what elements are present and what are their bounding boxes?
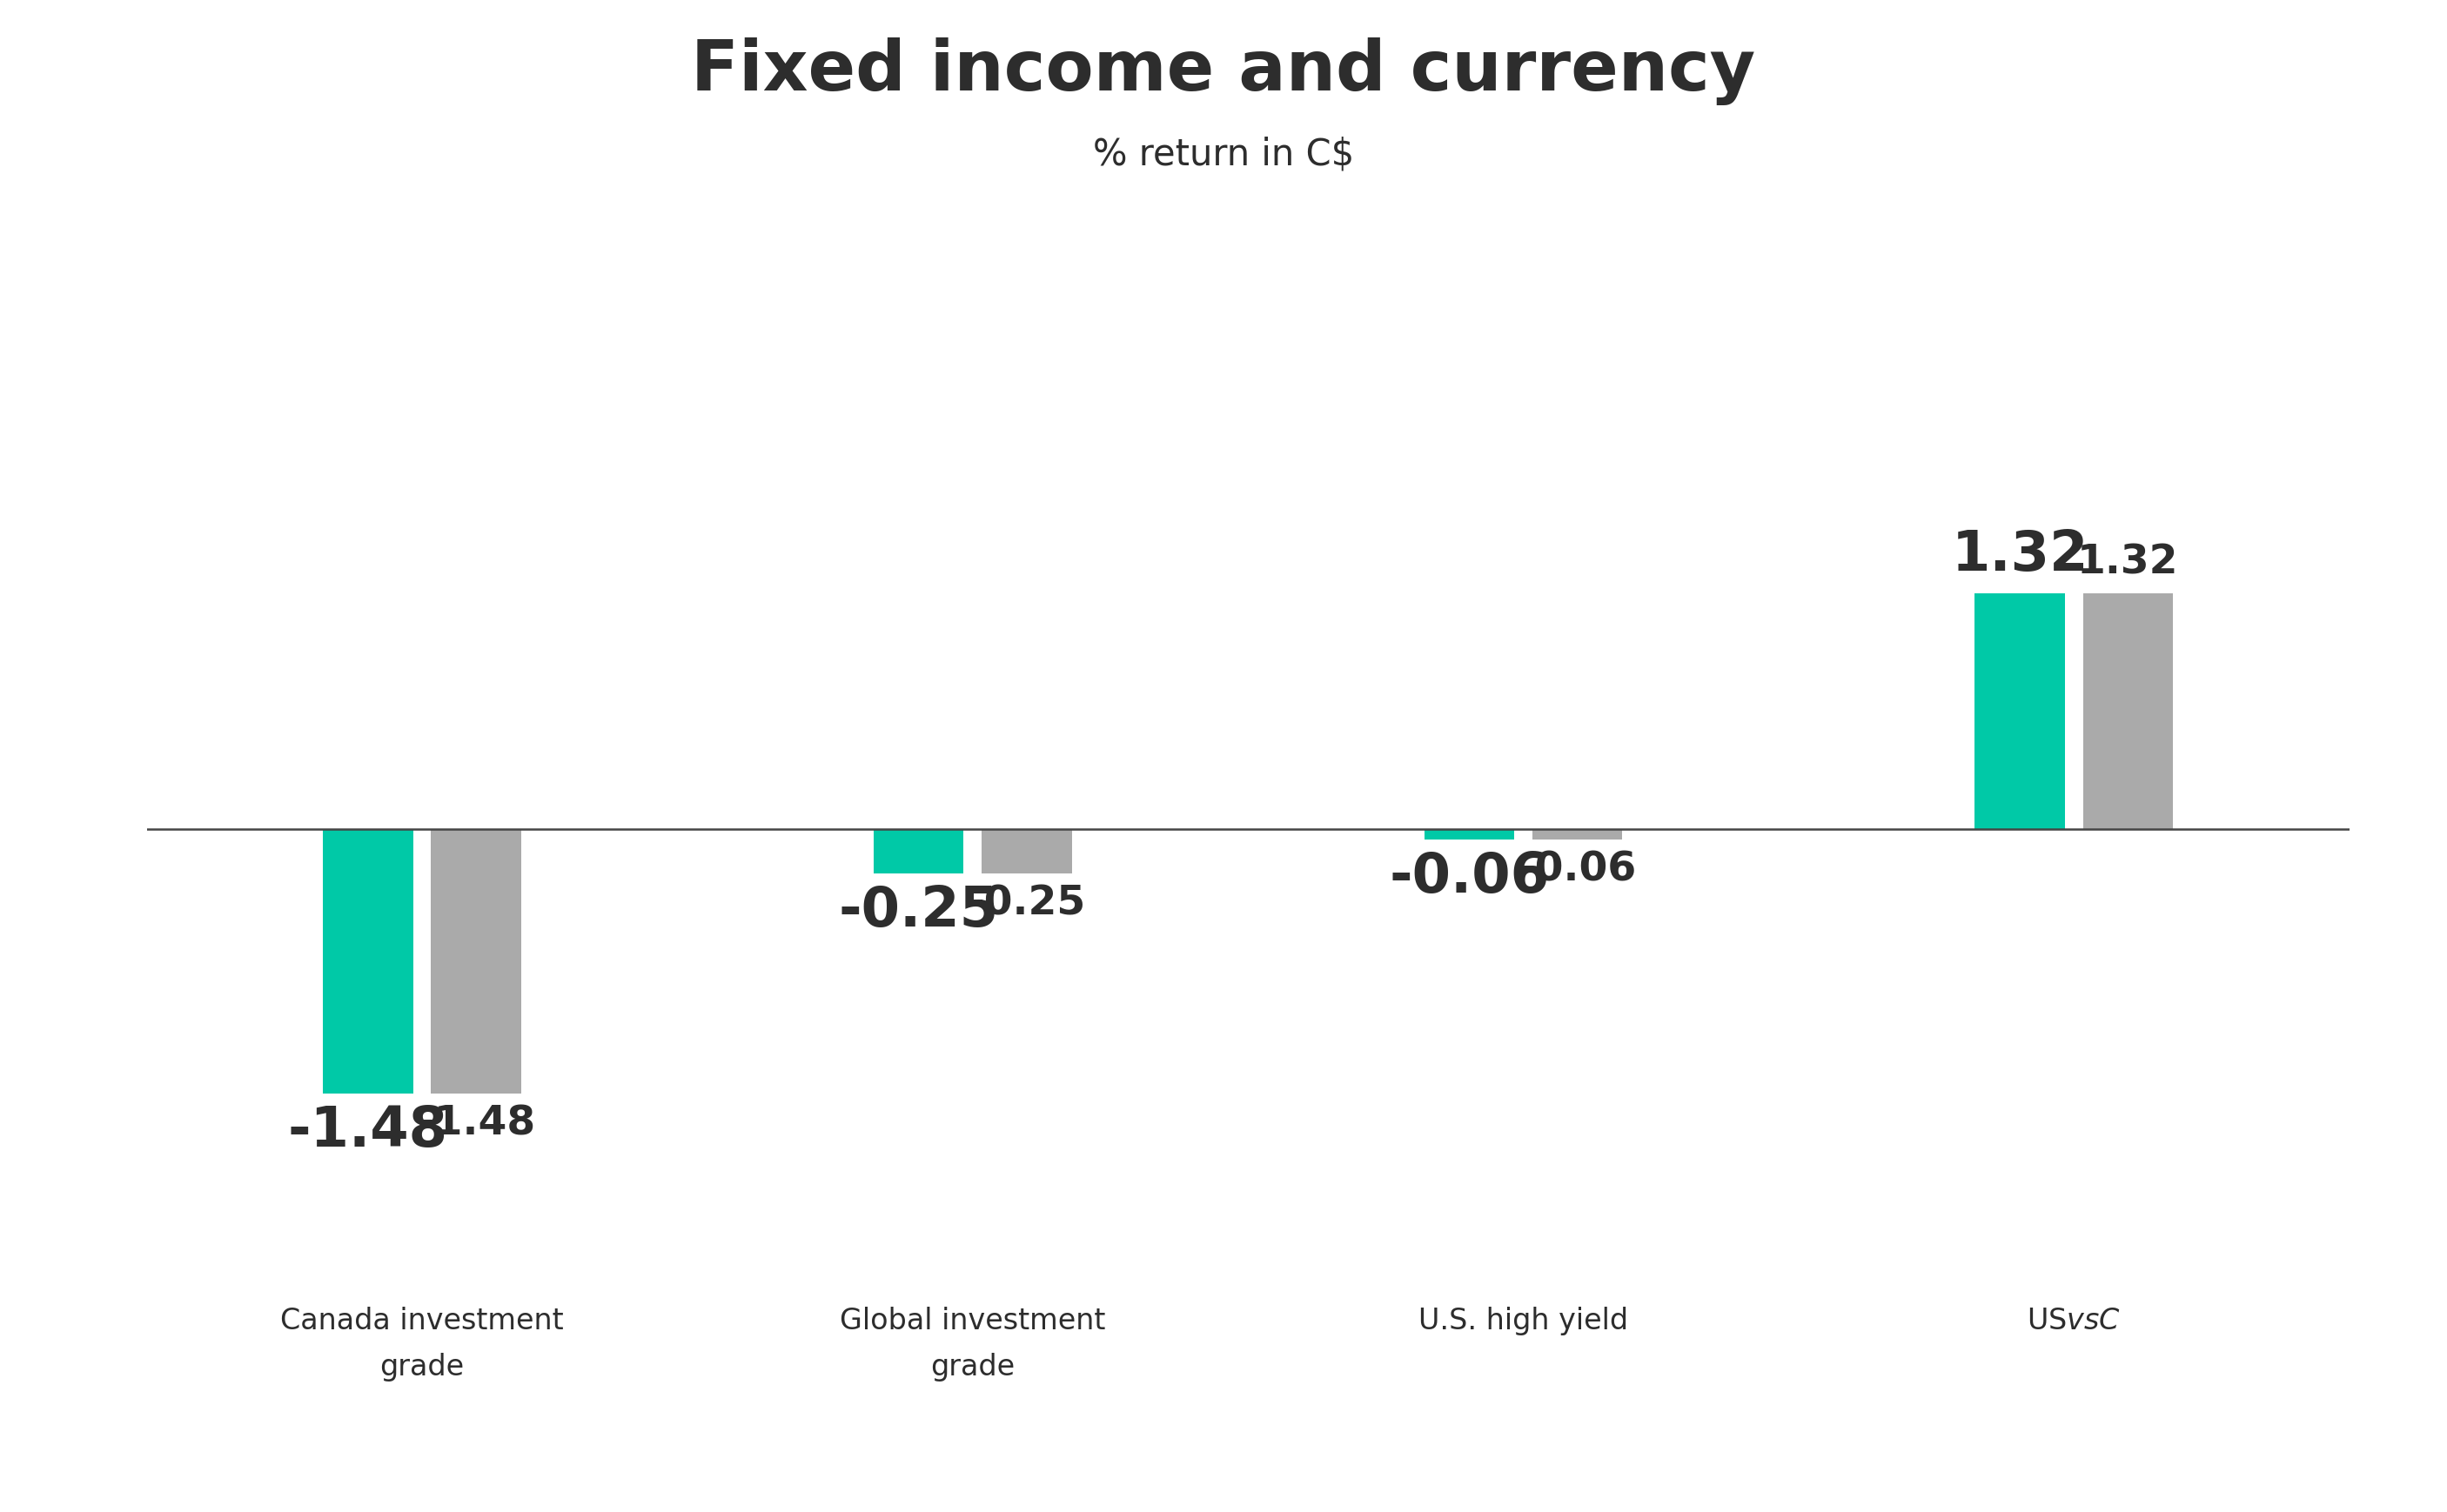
Text: % return in C$: % return in C$ <box>1094 136 1353 172</box>
Bar <box>323 829 414 1093</box>
Text: -0.25: -0.25 <box>839 885 998 937</box>
Text: 1.32: 1.32 <box>2078 543 2178 582</box>
Text: Fixed income and currency: Fixed income and currency <box>690 38 1757 106</box>
Bar <box>1532 829 1622 839</box>
Text: -1.48: -1.48 <box>289 1104 448 1158</box>
Bar <box>1975 593 2065 829</box>
Text: -0.06: -0.06 <box>1390 850 1549 904</box>
Bar <box>1424 829 1515 839</box>
Text: -0.25: -0.25 <box>967 885 1086 924</box>
Bar <box>2082 593 2173 829</box>
Text: -0.06: -0.06 <box>1517 850 1637 889</box>
Bar <box>431 829 521 1093</box>
Bar <box>981 829 1072 874</box>
Text: -1.48: -1.48 <box>416 1104 536 1143</box>
Bar <box>874 829 964 874</box>
Text: 1.32: 1.32 <box>1950 528 2087 582</box>
